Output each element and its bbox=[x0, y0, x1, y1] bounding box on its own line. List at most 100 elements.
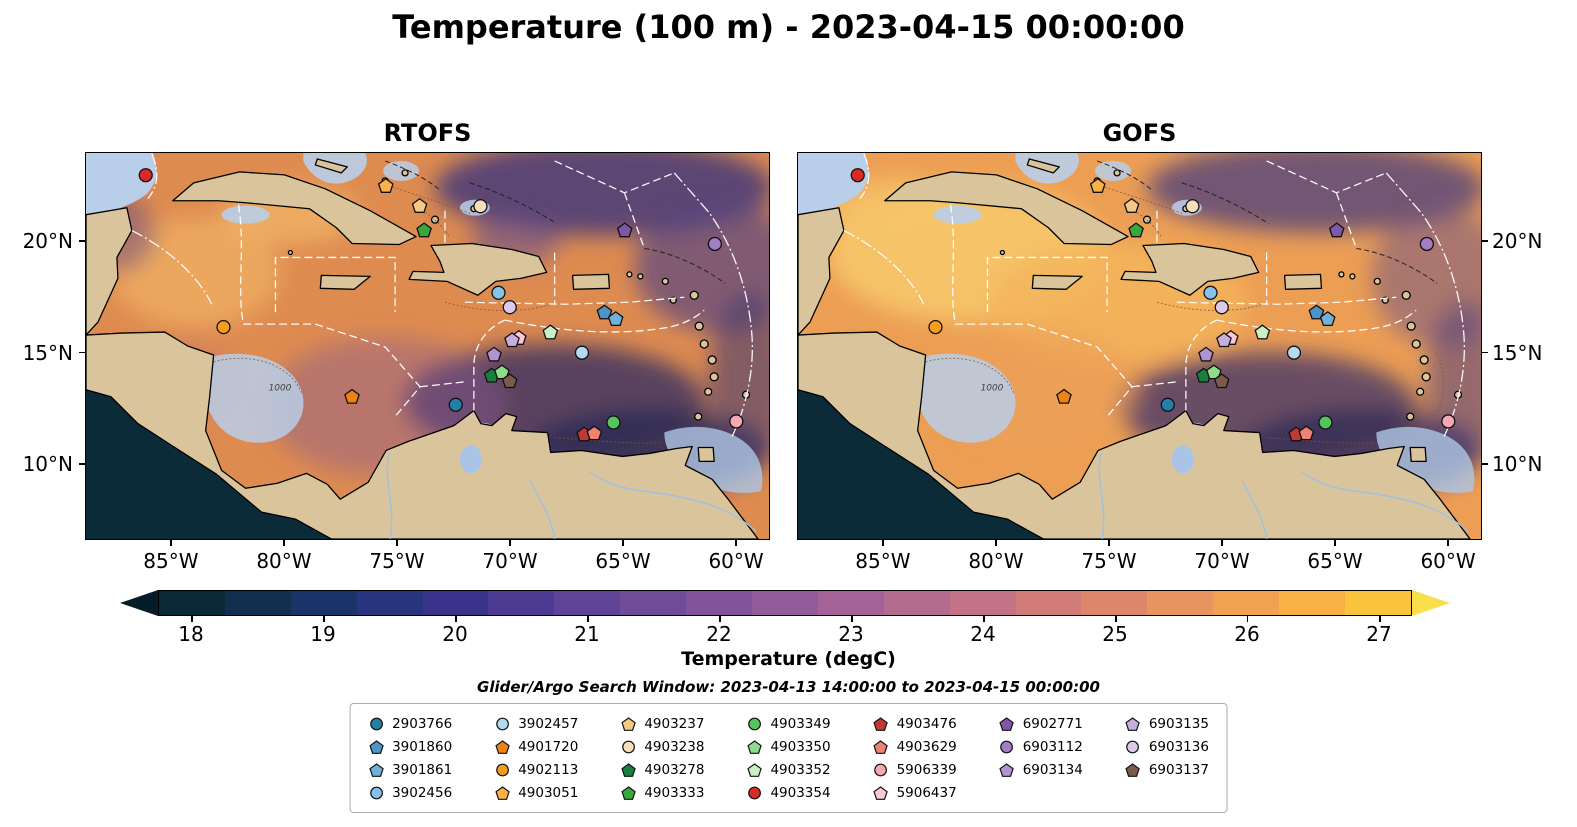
legend-entry-label: 3902456 bbox=[392, 784, 453, 801]
legend-marker-pentagon-icon bbox=[747, 739, 762, 754]
float-marker-3901861 bbox=[1319, 311, 1336, 327]
legend-entry-6903135: 6903135 bbox=[1125, 713, 1209, 734]
colorbar-segment bbox=[1279, 591, 1346, 615]
legend-entry-4903238: 4903238 bbox=[620, 736, 704, 757]
legend-entry-6903136: 6903136 bbox=[1125, 736, 1209, 757]
colorbar-over-arrow bbox=[1412, 590, 1450, 616]
float-marker-4903354 bbox=[138, 168, 153, 183]
x-tick-label: 85°W bbox=[143, 549, 199, 573]
y-tick-label: 15°N bbox=[1492, 340, 1543, 365]
legend-entry-label: 4903238 bbox=[644, 738, 705, 755]
legend-column: 4903349 4903350 4903352 4903354 bbox=[746, 713, 831, 803]
legend-column: 4903476 4903629 5906339 5906437 bbox=[873, 713, 957, 803]
legend-marker-pentagon-icon bbox=[999, 716, 1014, 731]
colorbar-body bbox=[158, 590, 1412, 616]
colorbar-tick-label: 27 bbox=[1366, 622, 1392, 646]
x-tick-label: 60°W bbox=[708, 549, 764, 573]
legend-entry-label: 4903352 bbox=[770, 761, 831, 778]
legend-entry-label: 6903135 bbox=[1148, 715, 1209, 732]
legend-marker-circle-icon bbox=[748, 786, 761, 799]
colorbar-segment bbox=[554, 591, 621, 615]
colorbar-segment bbox=[1147, 591, 1214, 615]
float-marker-6903134 bbox=[486, 346, 502, 362]
x-tick-label: 75°W bbox=[1081, 549, 1137, 573]
legend-marker-circle-icon bbox=[748, 717, 761, 730]
legend-entry-label: 6903136 bbox=[1148, 738, 1209, 755]
float-marker-4903349 bbox=[1318, 415, 1333, 430]
y-tick-mark bbox=[79, 351, 85, 354]
float-marker-4903333 bbox=[416, 222, 432, 238]
x-tick-label: 70°W bbox=[1194, 549, 1250, 573]
float-marker-6903112 bbox=[1419, 236, 1434, 252]
legend-entry-4903237: 4903237 bbox=[620, 713, 704, 734]
colorbar-segment bbox=[686, 591, 753, 615]
legend-entry-4903352: 4903352 bbox=[746, 759, 831, 780]
legend-entry-6903134: 6903134 bbox=[999, 759, 1083, 780]
colorbar-tick-label: 20 bbox=[442, 622, 468, 646]
float-marker-5906339 bbox=[729, 414, 744, 429]
legend-column: 3902457 4901720 4902113 4903051 bbox=[494, 713, 578, 803]
colorbar-segment bbox=[1081, 591, 1148, 615]
search-window-caption: Glider/Argo Search Window: 2023-04-13 14… bbox=[477, 678, 1100, 696]
float-marker-4903349 bbox=[606, 415, 621, 430]
legend-column: 6902771 6903112 6903134 bbox=[999, 713, 1083, 803]
legend-marker-circle-icon bbox=[874, 763, 887, 776]
map-rtofs: 1000 bbox=[86, 153, 769, 539]
x-tick-mark bbox=[882, 540, 884, 546]
legend-marker-pentagon-icon bbox=[999, 762, 1014, 777]
legend-entry-label: 5906437 bbox=[896, 784, 957, 801]
figure-title: Temperature (100 m) - 2023-04-15 00:00:0… bbox=[392, 8, 1185, 46]
legend-entry-4903051: 4903051 bbox=[494, 782, 578, 803]
float-marker-6903137 bbox=[1213, 373, 1230, 389]
colorbar-tick-label: 21 bbox=[574, 622, 600, 646]
y-tick-mark bbox=[1482, 351, 1488, 354]
y-tick-mark bbox=[79, 240, 85, 242]
legend-entry-label: 4903349 bbox=[770, 715, 831, 732]
legend-marker-circle-icon bbox=[369, 717, 383, 730]
float-marker-4903352 bbox=[542, 324, 559, 340]
float-marker-3901861 bbox=[607, 311, 624, 327]
legend-entry-3901861: 3901861 bbox=[368, 759, 452, 780]
legend-entry-4903354: 4903354 bbox=[746, 782, 831, 803]
legend-entry-label: 4903333 bbox=[644, 784, 705, 801]
legend-entry-6903137: 6903137 bbox=[1125, 759, 1209, 780]
float-marker-6902771 bbox=[1328, 222, 1345, 238]
float-markers-rtofs: 1000 bbox=[138, 168, 744, 442]
legend-marker-pentagon-icon bbox=[494, 739, 510, 754]
x-tick-label: 85°W bbox=[855, 549, 911, 573]
contour-label: 1000 bbox=[269, 383, 292, 393]
legend-entry-label: 6903134 bbox=[1022, 761, 1083, 778]
x-tick-mark bbox=[396, 540, 398, 546]
legend-marker-pentagon-icon bbox=[873, 716, 888, 731]
x-tick-mark bbox=[622, 540, 624, 546]
colorbar-tick-label: 25 bbox=[1102, 622, 1128, 646]
colorbar-tick-mark bbox=[323, 616, 325, 622]
legend-column: 2903766 3901860 3901861 3902456 bbox=[368, 713, 452, 803]
legend-entry-label: 4903051 bbox=[518, 784, 579, 801]
x-tick-label: 60°W bbox=[1420, 549, 1476, 573]
legend-entry-4903278: 4903278 bbox=[620, 759, 704, 780]
legend-entry-label: 6902771 bbox=[1022, 715, 1083, 732]
legend-marker-pentagon-icon bbox=[873, 785, 888, 800]
float-marker-4903051 bbox=[1089, 177, 1106, 193]
colorbar-segment bbox=[488, 591, 555, 615]
legend-entry-label: 4903629 bbox=[896, 738, 957, 755]
y-tick-label: 20°N bbox=[22, 229, 73, 254]
float-marker-4903352 bbox=[1254, 324, 1271, 340]
colorbar-tick-label: 26 bbox=[1234, 622, 1260, 646]
legend-entry-3902456: 3902456 bbox=[368, 782, 452, 803]
colorbar-segment bbox=[883, 591, 950, 615]
colorbar-tick-mark bbox=[191, 616, 193, 622]
x-tick-mark bbox=[283, 540, 285, 546]
colorbar-tick-label: 18 bbox=[178, 622, 204, 646]
float-marker-3901860 bbox=[1308, 304, 1325, 320]
x-tick-mark bbox=[1447, 540, 1449, 546]
colorbar-segment bbox=[817, 591, 884, 615]
float-marker-3902457 bbox=[574, 345, 590, 360]
legend-entry-label: 4903354 bbox=[770, 784, 831, 801]
x-tick-label: 65°W bbox=[595, 549, 651, 573]
legend-marker-circle-icon bbox=[1000, 740, 1014, 753]
legend-entry-label: 4903237 bbox=[644, 715, 705, 732]
legend-marker-pentagon-icon bbox=[1125, 762, 1141, 777]
